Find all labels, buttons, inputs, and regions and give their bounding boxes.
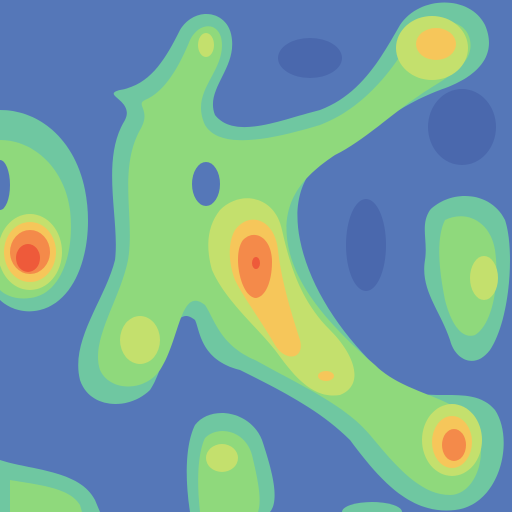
low-basins (278, 38, 496, 291)
lobe-right-yellow (470, 256, 498, 300)
peak-top-right-l2 (416, 28, 456, 60)
top-left-yellow (198, 33, 214, 57)
peak-bottom-right (422, 404, 482, 476)
lobe-right (424, 196, 510, 361)
central-ridge (78, 2, 504, 511)
small-orange-spot (318, 371, 334, 381)
basin-center (346, 199, 386, 291)
blob-bottom-center (342, 502, 402, 512)
basin-right (428, 89, 496, 165)
lobe-right-green (439, 216, 497, 336)
peak-left-hole (0, 160, 10, 210)
peak-top-right (396, 16, 468, 80)
peak-left-core (16, 244, 40, 272)
ridge-peak-core (252, 257, 260, 269)
basin-top (278, 38, 342, 78)
peak-bottom-right-red (442, 429, 466, 461)
ridge-green (97, 21, 481, 495)
blob-bottom-yellow (206, 444, 238, 472)
blob-bottom (186, 413, 275, 512)
blob-bottom-left (0, 460, 100, 512)
peak-left (0, 110, 88, 312)
ridge-hole (192, 162, 220, 206)
lower-left-yellow (120, 316, 160, 364)
blob-bottom-left-green (10, 480, 82, 512)
